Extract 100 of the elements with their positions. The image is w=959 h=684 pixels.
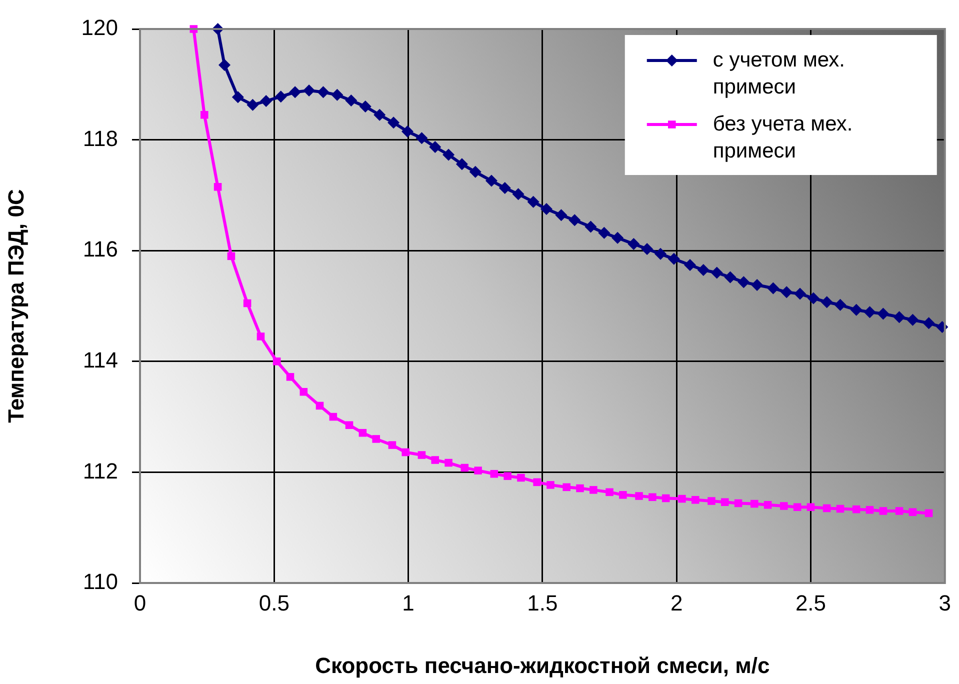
point <box>641 242 654 255</box>
point <box>498 182 511 194</box>
point <box>576 484 584 492</box>
legend-label: с учетом мех. примеси <box>712 48 845 98</box>
point <box>710 266 723 279</box>
point <box>512 188 524 200</box>
x-tick-label: 3 <box>938 590 952 616</box>
y-tick-label: 110 <box>82 569 118 594</box>
point <box>358 428 367 437</box>
point <box>300 388 308 396</box>
y-tick-label: 116 <box>82 236 118 262</box>
point <box>490 470 498 478</box>
point <box>820 296 833 308</box>
x-tick-label: 0.5 <box>258 590 290 616</box>
point <box>654 248 666 260</box>
point <box>316 402 324 410</box>
point <box>401 125 414 138</box>
point <box>893 311 906 324</box>
point <box>218 59 231 72</box>
point <box>850 304 862 316</box>
point <box>546 481 554 489</box>
point <box>662 494 670 502</box>
point <box>416 132 428 144</box>
point <box>619 491 627 499</box>
point <box>697 264 710 276</box>
point <box>584 220 597 233</box>
point <box>372 435 380 443</box>
point <box>793 503 802 511</box>
x-tick-label: 1 <box>402 590 414 616</box>
point <box>780 286 793 298</box>
point <box>460 464 469 472</box>
point <box>469 166 482 178</box>
point <box>895 507 904 515</box>
point <box>374 108 386 121</box>
point <box>568 214 581 226</box>
y-tick-label: 118 <box>82 126 118 151</box>
point <box>329 412 338 421</box>
point <box>456 158 468 170</box>
point <box>533 478 541 486</box>
point <box>879 507 888 515</box>
point <box>668 252 680 265</box>
point <box>345 421 354 429</box>
point <box>924 509 933 518</box>
point <box>429 141 442 153</box>
point <box>606 488 614 496</box>
point <box>345 94 358 106</box>
y-tick-label: 112 <box>82 458 118 484</box>
point <box>274 90 287 103</box>
point <box>708 497 716 505</box>
point <box>866 506 874 514</box>
point <box>359 100 372 113</box>
point <box>807 292 820 304</box>
point <box>474 466 482 474</box>
point <box>442 148 455 161</box>
point <box>504 472 512 480</box>
point <box>246 98 259 111</box>
point <box>612 232 624 244</box>
point <box>418 451 426 459</box>
point <box>444 458 452 467</box>
x-axis-title: Скорость песчано-жидкостной смеси, м/с <box>315 652 770 678</box>
point <box>388 116 400 129</box>
point <box>286 373 294 381</box>
point <box>402 448 410 456</box>
y-tick-label: 114 <box>82 347 118 372</box>
point <box>272 358 281 366</box>
point <box>635 492 643 500</box>
point <box>806 503 815 511</box>
point <box>836 504 844 513</box>
point <box>317 86 330 98</box>
point <box>598 226 610 239</box>
point <box>540 203 552 216</box>
point <box>734 499 742 508</box>
point <box>864 306 876 318</box>
point <box>303 84 316 96</box>
point <box>750 500 758 508</box>
point <box>794 288 806 300</box>
point <box>720 498 729 506</box>
point <box>388 441 396 449</box>
point <box>764 500 772 509</box>
point <box>738 276 750 288</box>
point <box>852 505 860 514</box>
point <box>485 174 498 187</box>
legend-label: без учета мех. примеси <box>712 112 853 162</box>
x-tick-label: 2 <box>670 590 683 616</box>
point <box>834 298 846 311</box>
point <box>877 308 890 320</box>
point <box>648 493 656 502</box>
point <box>678 494 686 503</box>
point <box>331 88 344 101</box>
point <box>767 282 780 294</box>
point <box>214 183 222 191</box>
point <box>256 332 265 340</box>
x-tick-label: 0 <box>134 590 146 616</box>
point <box>243 299 252 308</box>
point <box>922 317 935 330</box>
point <box>908 508 917 516</box>
point <box>562 483 570 492</box>
point <box>780 502 788 510</box>
point <box>227 252 236 260</box>
point <box>684 259 696 272</box>
